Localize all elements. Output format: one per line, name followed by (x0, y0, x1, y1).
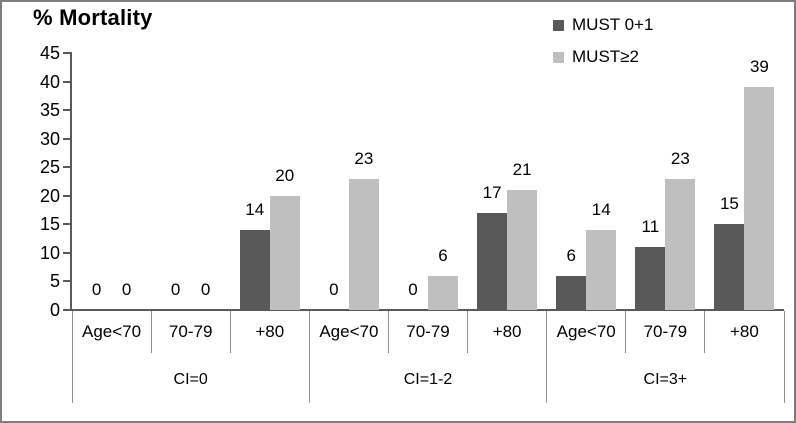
bar-value-label: 0 (329, 280, 339, 299)
y-tick-label: 20 (39, 185, 60, 206)
bar-value-label: 23 (354, 148, 374, 168)
bar-must01 (714, 224, 745, 310)
age-cell-divider (704, 311, 706, 353)
age-category-label: +80 (492, 322, 522, 341)
y-tick (63, 166, 71, 169)
bar-value-label: 0 (170, 280, 181, 299)
bar-must01 (239, 230, 270, 310)
bar-must-ge2 (428, 275, 458, 310)
legend-label-must-ge2: MUST≥2 (572, 47, 639, 66)
y-tick-label: 25 (39, 157, 60, 178)
y-tick (63, 280, 71, 283)
y-tick-label: 15 (39, 214, 60, 235)
y-tick (63, 52, 71, 54)
bar-must-ge2 (665, 178, 696, 310)
age-category-label: +80 (255, 322, 285, 341)
bar-value-label: 23 (670, 148, 690, 168)
y-tick-label: 5 (49, 271, 60, 292)
bar-value-label: 15 (719, 194, 739, 214)
bar-must-ge2 (744, 87, 775, 310)
bar-value-label: 14 (245, 200, 265, 220)
age-cell-divider (467, 311, 469, 353)
y-tick (63, 80, 71, 83)
bar-value-label: 17 (482, 182, 502, 202)
age-category-label: Age<70 (82, 322, 142, 341)
group-divider (71, 311, 73, 403)
bar-value-label: 39 (749, 57, 769, 77)
y-tick-label: 35 (39, 100, 60, 121)
bar-value-label: 0 (200, 280, 211, 299)
age-category-label: +80 (730, 322, 759, 341)
ci-group-label: CI=0 (173, 371, 208, 388)
y-tick-label: 30 (39, 128, 60, 149)
age-category-label: 70-79 (643, 322, 688, 341)
group-divider (783, 311, 785, 403)
y-tick (63, 109, 71, 112)
bar-must-ge2 (507, 190, 538, 310)
y-tick (63, 251, 71, 254)
age-category-label: Age<70 (319, 322, 379, 341)
bar-must-ge2 (348, 178, 379, 310)
age-cell-divider (229, 311, 231, 353)
legend-swatch-must01 (553, 19, 564, 31)
age-cell-divider (625, 311, 627, 353)
legend-swatch-must-ge2 (553, 51, 564, 63)
age-category-label: 70-79 (168, 322, 213, 341)
bar-value-label: 6 (438, 245, 448, 265)
ci-group-label: CI=1-2 (403, 371, 453, 388)
bar-must01 (556, 275, 587, 310)
bar-value-label: 11 (641, 217, 660, 237)
bar-value-label: 0 (121, 280, 132, 299)
bar-value-label: 20 (275, 165, 295, 185)
bar-value-label: 14 (591, 200, 611, 220)
bar-must01 (635, 247, 666, 310)
y-tick-label: 0 (49, 300, 60, 320)
group-divider (308, 311, 310, 403)
group-divider (546, 311, 548, 403)
bar-value-label: 21 (512, 160, 532, 180)
age-cell-divider (387, 311, 389, 353)
legend-item-must-ge2: MUST≥2 (553, 46, 653, 68)
y-tick-label: 40 (39, 71, 60, 92)
legend: MUST 0+1 MUST≥2 (553, 14, 653, 78)
y-tick-label: 10 (39, 242, 60, 263)
y-tick (63, 137, 71, 140)
y-tick-label: 45 (39, 43, 60, 63)
y-axis-line (70, 52, 72, 311)
bar-value-label: 6 (566, 245, 576, 265)
bar-must-ge2 (269, 195, 300, 310)
bar-value-label: 0 (91, 280, 102, 299)
y-tick (63, 194, 71, 197)
bar-must01 (477, 212, 508, 310)
ci-group-label: CI=3+ (643, 371, 688, 388)
x-axis-baseline (70, 309, 784, 311)
y-tick (63, 223, 71, 226)
bar-value-label: 0 (408, 280, 418, 299)
legend-item-must01: MUST 0+1 (553, 14, 653, 36)
y-tick (63, 309, 71, 311)
age-category-label: 70-79 (406, 322, 450, 341)
age-cell-divider (150, 311, 152, 353)
legend-label-must01: MUST 0+1 (572, 15, 654, 34)
bar-must-ge2 (586, 230, 617, 310)
age-category-label: Age<70 (556, 322, 616, 341)
chart-title: % Mortality (33, 5, 153, 30)
